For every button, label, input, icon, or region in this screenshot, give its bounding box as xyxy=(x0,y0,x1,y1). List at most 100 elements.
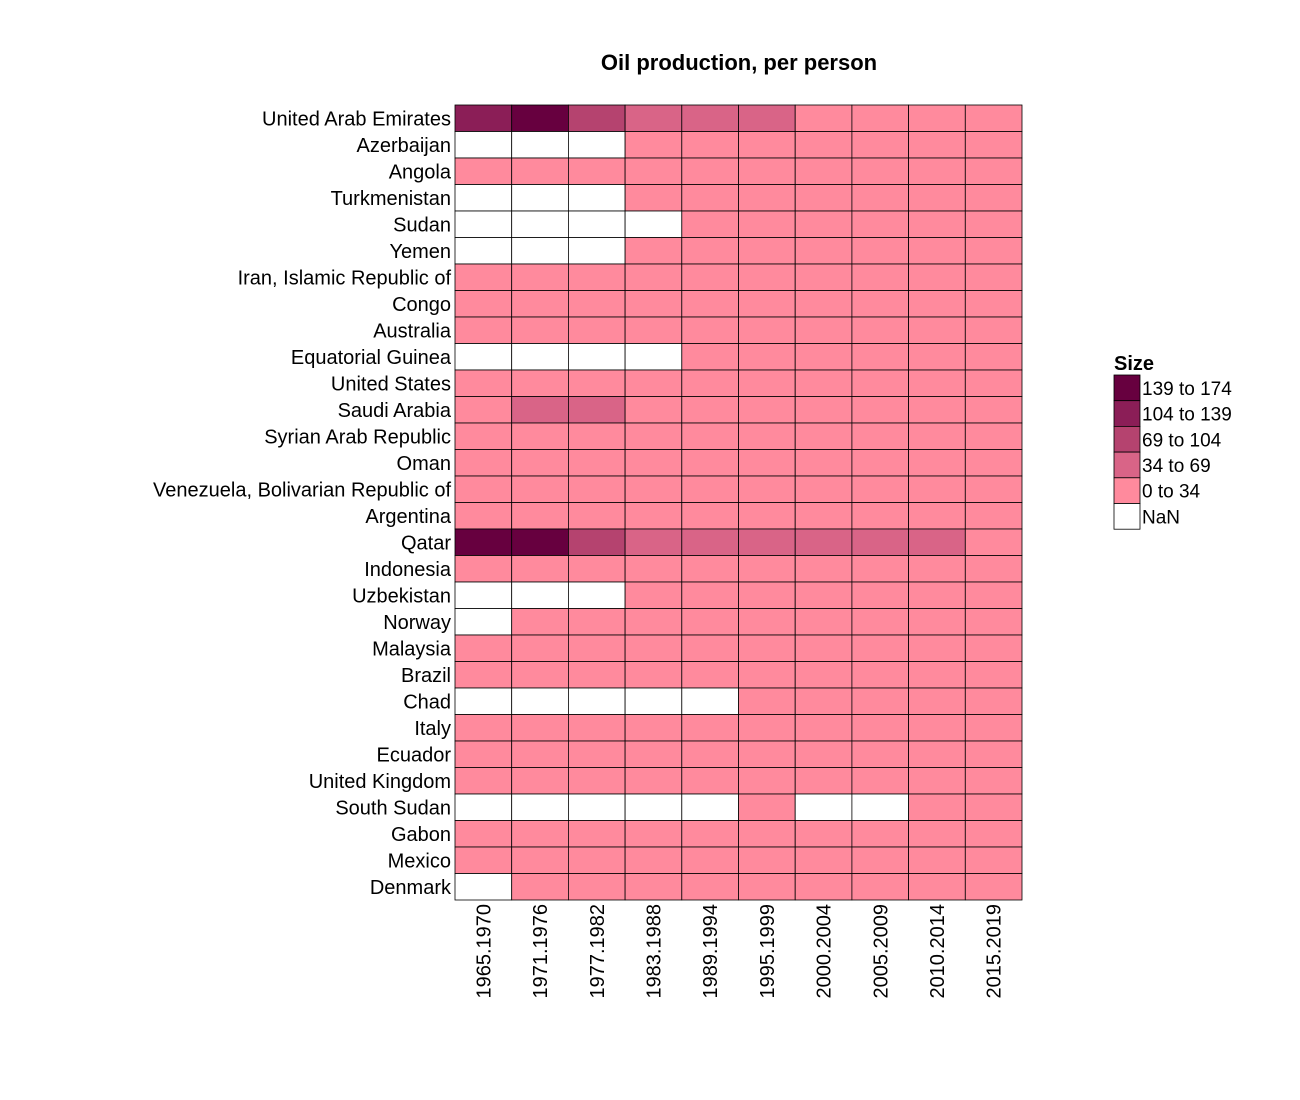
cell-united-arab-emirates-9 xyxy=(964,104,1023,132)
column-label-7: 2005.2009 xyxy=(870,904,892,999)
cell-syrian-arab-republic-7 xyxy=(851,422,910,450)
cell-indonesia-6 xyxy=(794,555,853,583)
cell-united-arab-emirates-3 xyxy=(624,104,683,132)
cell-brazil-0 xyxy=(454,661,513,689)
cell-syrian-arab-republic-9 xyxy=(964,422,1023,450)
cell-indonesia-4 xyxy=(681,555,739,583)
cell-oman-1 xyxy=(511,449,569,477)
cell-uzbekistan-3 xyxy=(624,581,683,609)
cell-oman-3 xyxy=(624,449,683,477)
cell-iran-islamic-republic-of-3 xyxy=(624,263,683,291)
cell-united-states-6 xyxy=(794,369,853,397)
cell-qatar-0 xyxy=(454,528,513,556)
cell-equatorial-guinea-7 xyxy=(851,343,910,371)
cell-norway-5 xyxy=(738,608,796,636)
cell-chad-6 xyxy=(794,687,853,715)
cell-united-states-4 xyxy=(681,369,739,397)
cell-denmark-3 xyxy=(624,873,683,901)
row-label-ecuador: Ecuador xyxy=(377,744,452,766)
cell-south-sudan-6 xyxy=(794,793,853,821)
cell-norway-1 xyxy=(511,608,569,636)
cell-congo-9 xyxy=(964,290,1023,318)
cell-denmark-5 xyxy=(738,873,796,901)
legend-swatch-2 xyxy=(1113,425,1141,453)
cell-south-sudan-0 xyxy=(454,793,513,821)
cell-united-kingdom-7 xyxy=(851,767,910,795)
cell-chad-7 xyxy=(851,687,910,715)
column-label-6: 2000.2004 xyxy=(814,904,836,999)
cell-equatorial-guinea-8 xyxy=(908,343,966,371)
row-label-azerbaijan: Azerbaijan xyxy=(356,135,451,157)
cell-sudan-2 xyxy=(568,210,626,238)
cell-qatar-7 xyxy=(851,528,910,556)
cell-indonesia-8 xyxy=(908,555,966,583)
cell-italy-4 xyxy=(681,714,739,742)
cell-congo-4 xyxy=(681,290,739,318)
cell-gabon-8 xyxy=(908,820,966,848)
cell-gabon-1 xyxy=(511,820,569,848)
cell-syrian-arab-republic-1 xyxy=(511,422,569,450)
cell-denmark-0 xyxy=(454,873,513,901)
cell-turkmenistan-9 xyxy=(964,184,1023,212)
cell-angola-7 xyxy=(851,157,910,185)
cell-azerbaijan-3 xyxy=(624,131,683,159)
cell-united-kingdom-0 xyxy=(454,767,513,795)
column-label-9: 2015.2019 xyxy=(984,904,1006,999)
cell-argentina-6 xyxy=(794,502,853,530)
cell-south-sudan-3 xyxy=(624,793,683,821)
cell-sudan-4 xyxy=(681,210,739,238)
cell-iran-islamic-republic-of-5 xyxy=(738,263,796,291)
cell-yemen-5 xyxy=(738,237,796,265)
legend-swatch-1 xyxy=(1113,400,1141,427)
cell-argentina-3 xyxy=(624,502,683,530)
cell-oman-5 xyxy=(738,449,796,477)
cell-saudi-arabia-5 xyxy=(738,396,796,424)
cell-united-kingdom-4 xyxy=(681,767,739,795)
cell-united-arab-emirates-0 xyxy=(454,104,513,132)
cell-norway-2 xyxy=(568,608,626,636)
cell-saudi-arabia-6 xyxy=(794,396,853,424)
cell-uzbekistan-2 xyxy=(568,581,626,609)
cell-venezuela-bolivarian-republic-of-7 xyxy=(851,475,910,503)
cell-ecuador-4 xyxy=(681,740,739,768)
cell-mexico-2 xyxy=(568,846,626,874)
cell-turkmenistan-2 xyxy=(568,184,626,212)
row-label-uzbekistan: Uzbekistan xyxy=(352,585,451,607)
cell-qatar-9 xyxy=(964,528,1023,556)
cell-brazil-1 xyxy=(511,661,569,689)
cell-united-kingdom-9 xyxy=(964,767,1023,795)
cell-oman-4 xyxy=(681,449,739,477)
cell-indonesia-5 xyxy=(738,555,796,583)
cell-brazil-2 xyxy=(568,661,626,689)
cell-united-arab-emirates-5 xyxy=(738,104,796,132)
cell-gabon-4 xyxy=(681,820,739,848)
cell-australia-0 xyxy=(454,316,513,344)
cell-syrian-arab-republic-0 xyxy=(454,422,513,450)
cell-gabon-7 xyxy=(851,820,910,848)
cell-mexico-7 xyxy=(851,846,910,874)
cell-chad-8 xyxy=(908,687,966,715)
cell-italy-3 xyxy=(624,714,683,742)
cell-sudan-0 xyxy=(454,210,513,238)
cell-gabon-9 xyxy=(964,820,1023,848)
cell-argentina-9 xyxy=(964,502,1023,530)
cell-oman-8 xyxy=(908,449,966,477)
cell-south-sudan-5 xyxy=(738,793,796,821)
cell-azerbaijan-6 xyxy=(794,131,853,159)
cell-venezuela-bolivarian-republic-of-2 xyxy=(568,475,626,503)
cell-italy-0 xyxy=(454,714,513,742)
cell-sudan-9 xyxy=(964,210,1023,238)
cell-yemen-7 xyxy=(851,237,910,265)
cell-ecuador-8 xyxy=(908,740,966,768)
chart-title: Oil production, per person xyxy=(601,50,877,75)
row-label-syrian-arab-republic: Syrian Arab Republic xyxy=(264,426,451,448)
cell-malaysia-5 xyxy=(738,634,796,662)
cell-australia-9 xyxy=(964,316,1023,344)
cell-saudi-arabia-1 xyxy=(511,396,569,424)
legend-swatch-3 xyxy=(1113,451,1141,479)
cell-equatorial-guinea-1 xyxy=(511,343,569,371)
cell-angola-8 xyxy=(908,157,966,185)
cell-gabon-3 xyxy=(624,820,683,848)
cell-australia-2 xyxy=(568,316,626,344)
cell-congo-6 xyxy=(794,290,853,318)
